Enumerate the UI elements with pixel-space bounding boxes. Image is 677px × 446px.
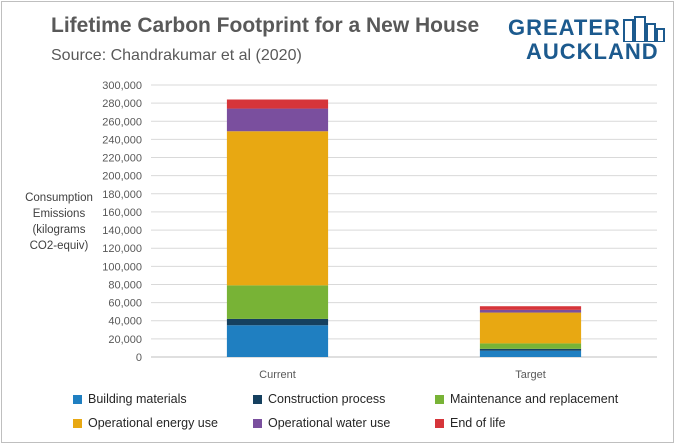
bar-segment	[226, 108, 329, 132]
legend-label: Operational energy use	[88, 416, 218, 430]
legend-item: Building materials	[73, 392, 187, 406]
logo-text-top: GREATER	[508, 15, 621, 40]
legend-swatch	[73, 418, 82, 428]
bar-segment	[226, 99, 329, 109]
legend-item: Operational energy use	[73, 416, 218, 430]
y-axis-label-line: Emissions	[32, 208, 86, 220]
y-tick-label: 80,000	[108, 279, 142, 291]
legend-swatch	[435, 418, 444, 428]
bar-segment	[226, 325, 329, 357]
bar-segment	[479, 312, 582, 344]
legend-item: Maintenance and replacement	[435, 392, 618, 406]
legend-swatch	[73, 394, 82, 404]
y-tick-label: 60,000	[108, 298, 142, 310]
bar-segment	[479, 309, 582, 313]
x-tick-label: Target	[515, 369, 546, 381]
y-axis-label-line: Consumption	[25, 192, 93, 204]
chart-title: Lifetime Carbon Footprint for a New Hous…	[51, 14, 480, 37]
legend-label: End of life	[450, 416, 506, 430]
y-tick-label: 260,000	[102, 116, 142, 128]
legend-swatch	[253, 394, 262, 404]
y-tick-label: 200,000	[102, 171, 142, 183]
legend-item: Operational water use	[253, 416, 390, 430]
y-tick-label: 300,000	[102, 80, 142, 92]
logo-text-bottom: AUCKLAND	[526, 39, 659, 64]
x-tick-label: Current	[259, 369, 296, 381]
y-axis-label-line: (kilograms	[32, 224, 86, 236]
y-tick-label: 0	[136, 352, 142, 364]
y-axis-label-line: CO2-equiv)	[29, 240, 89, 252]
bar-segment	[479, 343, 582, 349]
chart-subtitle: Source: Chandrakumar et al (2020)	[51, 47, 302, 64]
y-tick-label: 220,000	[102, 153, 142, 165]
legend-label: Maintenance and replacement	[450, 392, 619, 406]
y-tick-label: 240,000	[102, 134, 142, 146]
y-tick-label: 280,000	[102, 98, 142, 110]
bar-segment	[479, 306, 582, 310]
greater-auckland-logo: GREATER AUCKLAND	[508, 16, 668, 72]
bar-segment	[226, 131, 329, 286]
y-tick-label: 160,000	[102, 207, 142, 219]
city-skyline-icon	[623, 16, 665, 42]
bar-segment	[226, 285, 329, 319]
legend-item: End of life	[435, 416, 506, 430]
legend-label: Operational water use	[268, 416, 391, 430]
y-tick-label: 180,000	[102, 189, 142, 201]
bar-segment	[226, 318, 329, 326]
y-tick-label: 20,000	[108, 334, 142, 346]
y-tick-label: 100,000	[102, 261, 142, 273]
bar-segment	[479, 350, 582, 357]
legend-swatch	[435, 394, 444, 404]
bar-segment	[479, 348, 582, 351]
y-tick-label: 120,000	[102, 243, 142, 255]
chart-legend: Building materials Construction process Ma…	[60, 392, 660, 442]
legend-label: Building materials	[88, 392, 187, 406]
legend-label: Construction process	[268, 392, 386, 406]
legend-swatch	[253, 418, 262, 428]
legend-item: Construction process	[253, 392, 385, 406]
y-tick-label: 140,000	[102, 225, 142, 237]
y-tick-label: 40,000	[108, 316, 142, 328]
y-axis-label: Consumption Emissions (kilograms CO2-equ…	[18, 190, 100, 254]
